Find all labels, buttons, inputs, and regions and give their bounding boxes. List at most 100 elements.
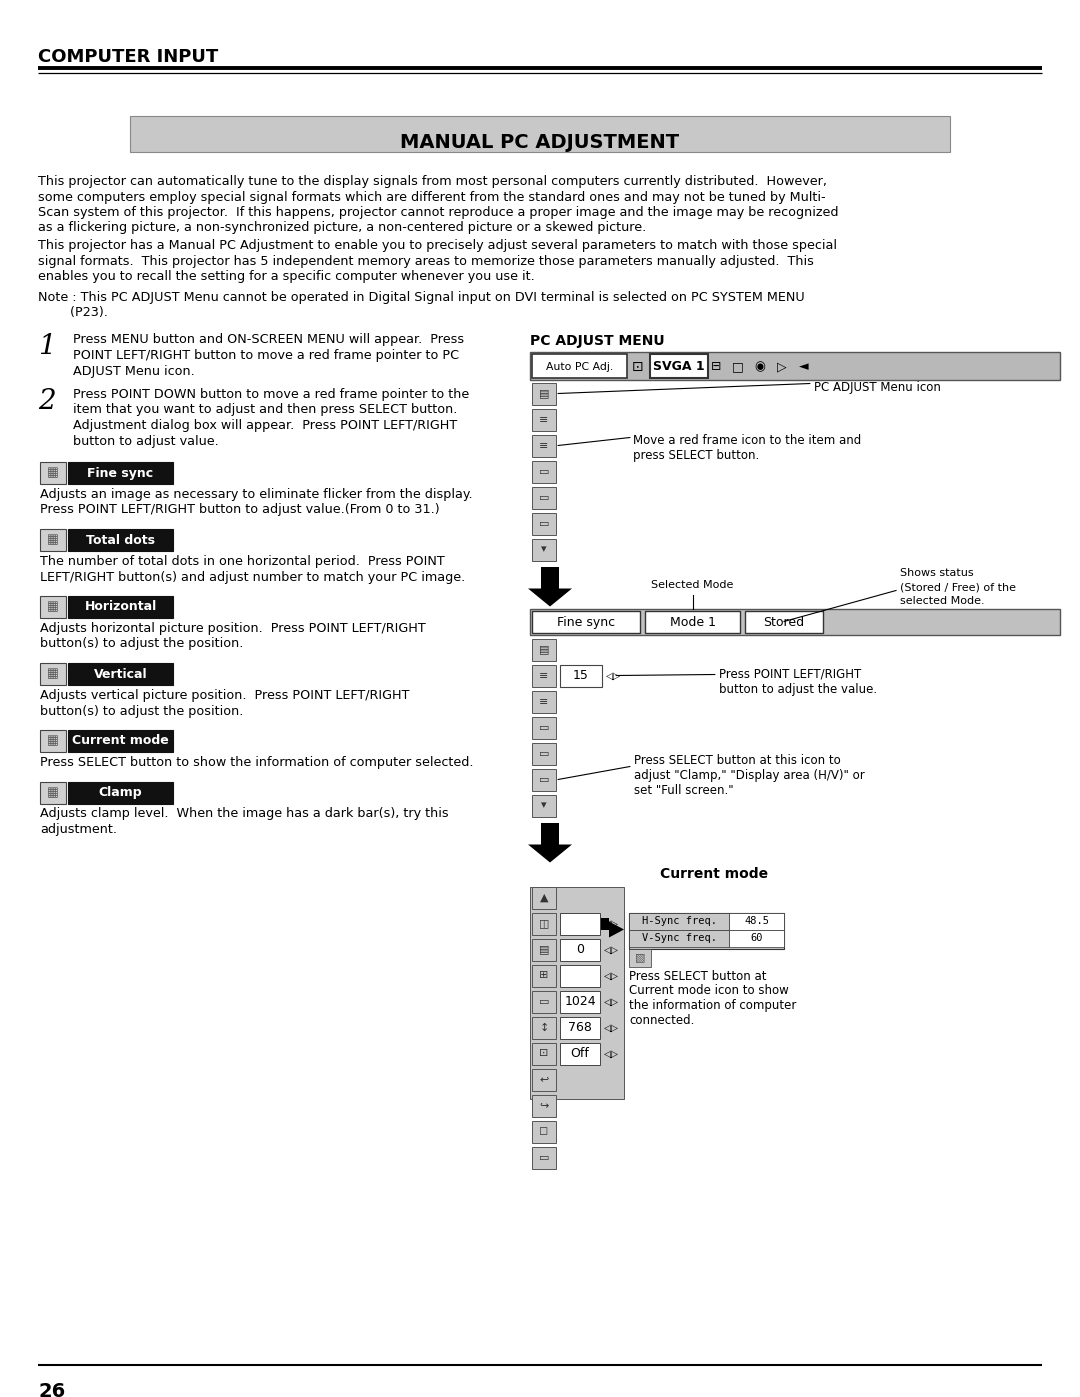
Bar: [532, 939, 556, 961]
Text: ▤: ▤: [539, 644, 550, 655]
Bar: [561, 939, 600, 961]
Bar: [68, 597, 173, 617]
Text: 60: 60: [751, 933, 762, 943]
Text: ◉: ◉: [755, 360, 766, 373]
Text: Current mode: Current mode: [72, 735, 168, 747]
Text: signal formats.  This projector has 5 independent memory areas to memorize those: signal formats. This projector has 5 ind…: [38, 254, 814, 267]
Bar: [745, 610, 823, 633]
Bar: [532, 887, 556, 908]
Bar: [532, 1147, 556, 1168]
Text: This projector has a Manual PC Adjustment to enable you to precisely adjust seve: This projector has a Manual PC Adjustmen…: [38, 239, 837, 251]
Text: ↕: ↕: [539, 1023, 549, 1032]
Text: button(s) to adjust the position.: button(s) to adjust the position.: [40, 637, 243, 651]
Text: 15: 15: [573, 669, 589, 682]
Text: Current mode icon to show: Current mode icon to show: [629, 985, 788, 997]
Text: ▧: ▧: [635, 953, 645, 963]
Text: ≡: ≡: [539, 415, 549, 425]
Bar: [532, 486, 556, 509]
Text: (P23).: (P23).: [38, 306, 108, 319]
Text: ▲: ▲: [540, 893, 549, 902]
Text: adjust "Clamp," "Display area (H/V)" or: adjust "Clamp," "Display area (H/V)" or: [634, 770, 865, 782]
Bar: [561, 912, 600, 935]
Text: set "Full screen.": set "Full screen.": [634, 784, 733, 796]
Text: 768: 768: [568, 1021, 592, 1034]
Text: ▭: ▭: [539, 774, 550, 785]
Text: POINT LEFT/RIGHT button to move a red frame pointer to PC: POINT LEFT/RIGHT button to move a red fr…: [73, 349, 459, 362]
Text: ≡: ≡: [539, 697, 549, 707]
Text: Press POINT LEFT/RIGHT button to adjust value.(From 0 to 31.): Press POINT LEFT/RIGHT button to adjust …: [40, 503, 440, 517]
Bar: [532, 1069, 556, 1091]
Text: Press POINT DOWN button to move a red frame pointer to the: Press POINT DOWN button to move a red fr…: [73, 388, 469, 401]
Bar: [532, 434, 556, 457]
Text: ↩: ↩: [539, 1074, 549, 1084]
Text: ◁▷: ◁▷: [604, 996, 619, 1006]
Text: Fine sync: Fine sync: [87, 467, 153, 479]
Text: ▭: ▭: [539, 467, 550, 476]
Bar: [541, 567, 559, 588]
Text: ▭: ▭: [539, 722, 550, 732]
Bar: [532, 1094, 556, 1116]
Text: Adjustment dialog box will appear.  Press POINT LEFT/RIGHT: Adjustment dialog box will appear. Press…: [73, 419, 457, 432]
Bar: [650, 353, 708, 377]
Bar: [629, 912, 784, 949]
Bar: [40, 597, 66, 617]
Text: This projector can automatically tune to the display signals from most personal : This projector can automatically tune to…: [38, 175, 827, 189]
Text: ▦: ▦: [48, 668, 59, 680]
Bar: [532, 1042, 556, 1065]
Text: 1024: 1024: [564, 995, 596, 1009]
Bar: [40, 781, 66, 803]
Text: 48.5: 48.5: [744, 916, 769, 926]
Bar: [645, 610, 740, 633]
Text: Shows status: Shows status: [900, 569, 974, 578]
Text: Note : This PC ADJUST Menu cannot be operated in Digital Signal input on DVI ter: Note : This PC ADJUST Menu cannot be ope…: [38, 291, 805, 303]
Text: Total dots: Total dots: [86, 534, 156, 546]
Bar: [561, 1017, 600, 1038]
Bar: [532, 964, 556, 986]
Text: Adjusts horizontal picture position.  Press POINT LEFT/RIGHT: Adjusts horizontal picture position. Pre…: [40, 622, 426, 636]
Text: Adjusts an image as necessary to eliminate flicker from the display.: Adjusts an image as necessary to elimina…: [40, 488, 473, 502]
Text: Adjusts clamp level.  When the image has a dark bar(s), try this: Adjusts clamp level. When the image has …: [40, 807, 448, 820]
Text: button(s) to adjust the position.: button(s) to adjust the position.: [40, 704, 243, 718]
Text: ↪: ↪: [539, 1101, 549, 1111]
Bar: [40, 664, 66, 685]
Bar: [68, 664, 173, 685]
Text: ▦: ▦: [48, 601, 59, 613]
Text: ◁▷: ◁▷: [604, 971, 619, 981]
Text: V-Sync freq.: V-Sync freq.: [642, 933, 716, 943]
Text: H-Sync freq.: H-Sync freq.: [642, 916, 716, 926]
Bar: [68, 462, 173, 483]
Bar: [561, 990, 600, 1013]
Text: ◄: ◄: [799, 360, 809, 373]
Text: ◻: ◻: [539, 1126, 549, 1137]
Bar: [40, 462, 66, 483]
Bar: [130, 116, 950, 152]
Text: connected.: connected.: [629, 1014, 694, 1028]
Text: Press SELECT button at this icon to: Press SELECT button at this icon to: [634, 754, 840, 767]
Text: 0: 0: [576, 943, 584, 956]
Text: ▭: ▭: [539, 1153, 550, 1162]
Bar: [532, 353, 627, 377]
Text: Mode 1: Mode 1: [670, 616, 715, 629]
Bar: [68, 529, 173, 550]
Polygon shape: [528, 588, 572, 606]
Bar: [629, 949, 651, 967]
Bar: [564, 918, 609, 929]
Text: ▾: ▾: [541, 545, 546, 555]
Bar: [729, 929, 784, 947]
Text: ⊡: ⊡: [632, 359, 644, 373]
Text: 1: 1: [38, 334, 56, 360]
Text: Fine sync: Fine sync: [557, 616, 616, 629]
Text: Vertical: Vertical: [94, 668, 147, 680]
Text: Auto PC Adj.: Auto PC Adj.: [545, 362, 613, 372]
Text: ◫: ◫: [539, 918, 550, 929]
Text: item that you want to adjust and then press SELECT button.: item that you want to adjust and then pr…: [73, 404, 457, 416]
Text: Scan system of this projector.  If this happens, projector cannot reproduce a pr: Scan system of this projector. If this h…: [38, 205, 838, 219]
Bar: [532, 638, 556, 661]
Bar: [532, 513, 556, 535]
Bar: [532, 768, 556, 791]
Bar: [561, 1042, 600, 1065]
Text: ◁▷: ◁▷: [606, 671, 621, 680]
Text: Stored: Stored: [764, 616, 805, 629]
Bar: [532, 610, 640, 633]
Text: ▷: ▷: [778, 360, 787, 373]
